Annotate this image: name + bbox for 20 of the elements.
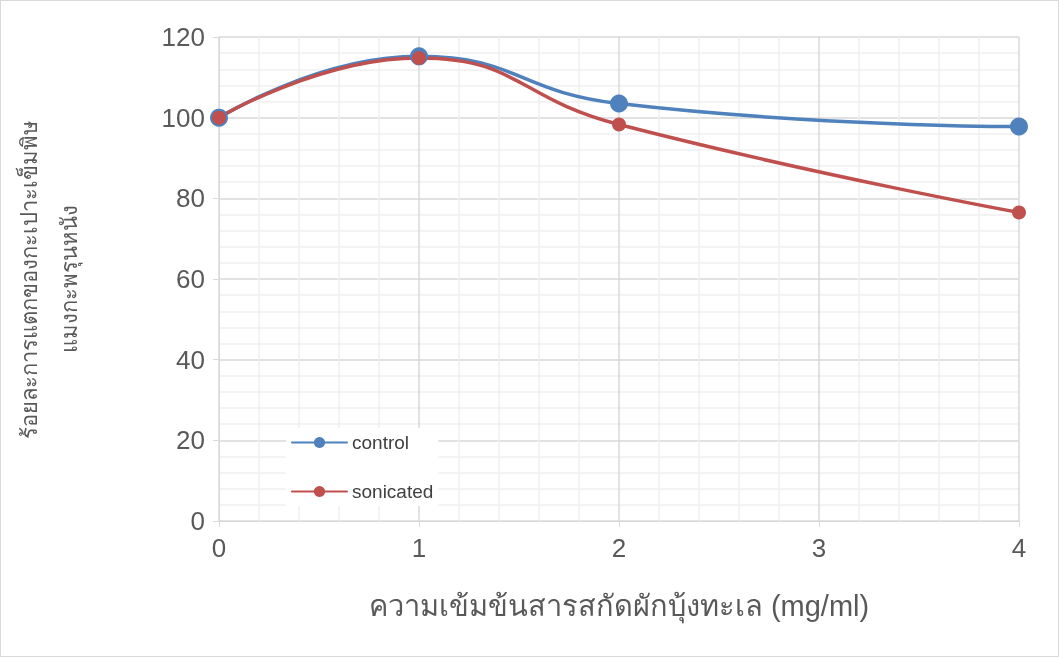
y-tick-label: 80 — [176, 183, 205, 214]
y-axis-title: ร้อยละการแตกของกะเปาะเข็มพิษ แมงกะพรุนหนัง — [14, 119, 83, 439]
point — [610, 94, 628, 113]
x-axis-title: ความเข้มข้นสารสกัดผักบุ้งทะเล (mg/ml) — [368, 589, 870, 624]
point — [1010, 117, 1028, 136]
point — [612, 117, 626, 132]
legend-label: control — [352, 432, 410, 453]
y-tick-label: 20 — [176, 425, 205, 456]
point — [1012, 205, 1026, 220]
y-tick-label: 40 — [176, 344, 205, 375]
x-tick-label: 2 — [611, 533, 627, 563]
y-tick-label: 120 — [161, 22, 205, 52]
x-tick-label: 4 — [1011, 533, 1027, 563]
x-tick-label: 3 — [811, 533, 827, 563]
y-tick-label: 60 — [176, 264, 205, 294]
y-tick-label: 0 — [190, 506, 205, 536]
y-tick-label: 100 — [161, 102, 205, 133]
x-tick-label: 0 — [211, 533, 227, 563]
x-tick-label: 1 — [411, 533, 427, 563]
legend-label: sonicated — [352, 481, 434, 502]
